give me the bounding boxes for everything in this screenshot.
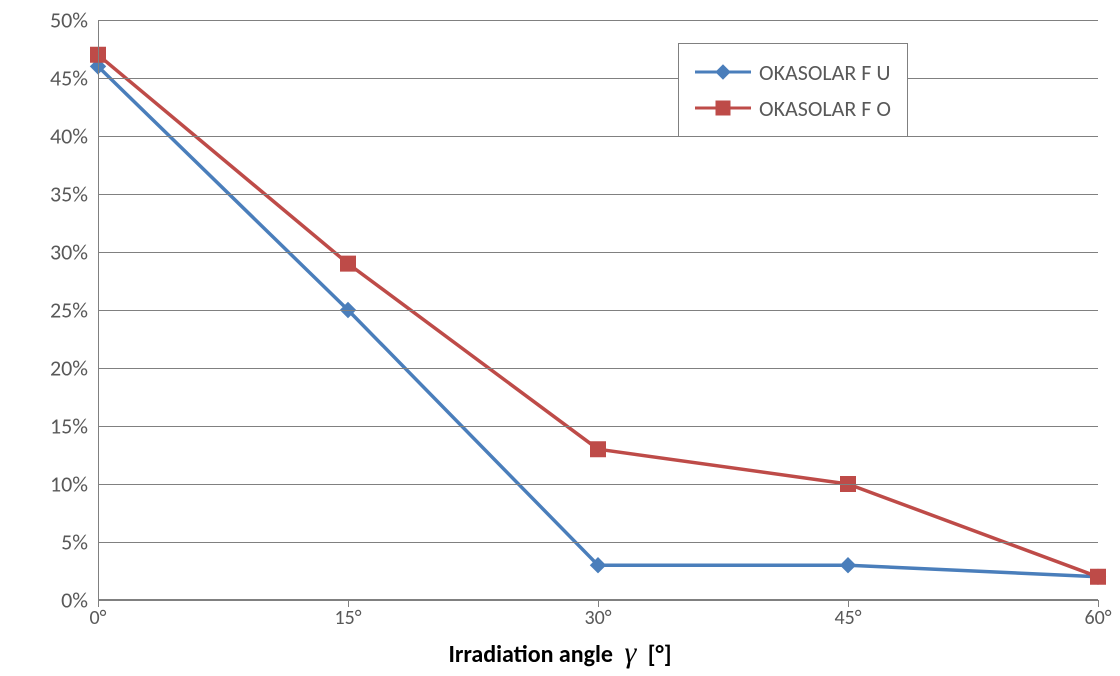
y-tick-label: 10% [50, 471, 98, 498]
x-tick-label: 15° [334, 600, 361, 630]
series-line-okasolar-f-u [98, 66, 1098, 576]
x-tick-label: 60° [1084, 600, 1111, 630]
gridline-y [98, 136, 1098, 137]
legend-swatch [695, 98, 751, 118]
x-tick-label: 45° [834, 600, 861, 630]
x-axis-line [98, 599, 1098, 600]
gridline-y [98, 484, 1098, 485]
gridline-y [98, 368, 1098, 369]
gridline-y [98, 310, 1098, 311]
legend-label: OKASOLAR F U [759, 59, 891, 86]
y-tick-label: 15% [50, 413, 98, 440]
x-tick-label: 0° [90, 600, 107, 630]
y-tick-label: 35% [50, 181, 98, 208]
x-axis-title-gamma: γ [618, 636, 642, 669]
series-marker-okasolar-f-o [1091, 569, 1106, 584]
y-tick-label: 30% [50, 239, 98, 266]
y-tick-label: 45% [50, 65, 98, 92]
series-line-okasolar-f-o [98, 55, 1098, 577]
series-marker-okasolar-f-o [341, 256, 356, 271]
gridline-y [98, 194, 1098, 195]
gridline-y [98, 542, 1098, 543]
y-tick-label: 50% [50, 7, 98, 34]
gridline-y [98, 252, 1098, 253]
gridline-y [98, 20, 1098, 21]
series-marker-okasolar-f-u [841, 558, 856, 573]
legend-item-okasolar-f-u: OKASOLAR F U [695, 54, 891, 90]
x-axis-title-pre: Irradiation angle [448, 640, 613, 669]
gridline-y [98, 78, 1098, 79]
chart-stage: Light transmission level Tv following DI… [0, 0, 1120, 676]
legend-swatch [695, 62, 751, 82]
legend-label: OKASOLAR F O [759, 95, 891, 122]
y-tick-label: 40% [50, 123, 98, 150]
series-marker-okasolar-f-o [591, 442, 606, 457]
x-tick-label: 30° [584, 600, 611, 630]
plot-area: 0%5%10%15%20%25%30%35%40%45%50%0°15°30°4… [98, 20, 1098, 600]
legend: OKASOLAR F U OKASOLAR F O [678, 43, 908, 137]
y-tick-label: 5% [61, 529, 98, 556]
legend-item-okasolar-f-o: OKASOLAR F O [695, 90, 891, 126]
y-axis-line [98, 20, 99, 600]
x-axis-title: Irradiation angle γ [°] [0, 636, 1120, 670]
y-tick-label: 20% [50, 355, 98, 382]
gridline-y [98, 426, 1098, 427]
y-tick-label: 25% [50, 297, 98, 324]
x-axis-title-post: [°] [648, 640, 672, 669]
